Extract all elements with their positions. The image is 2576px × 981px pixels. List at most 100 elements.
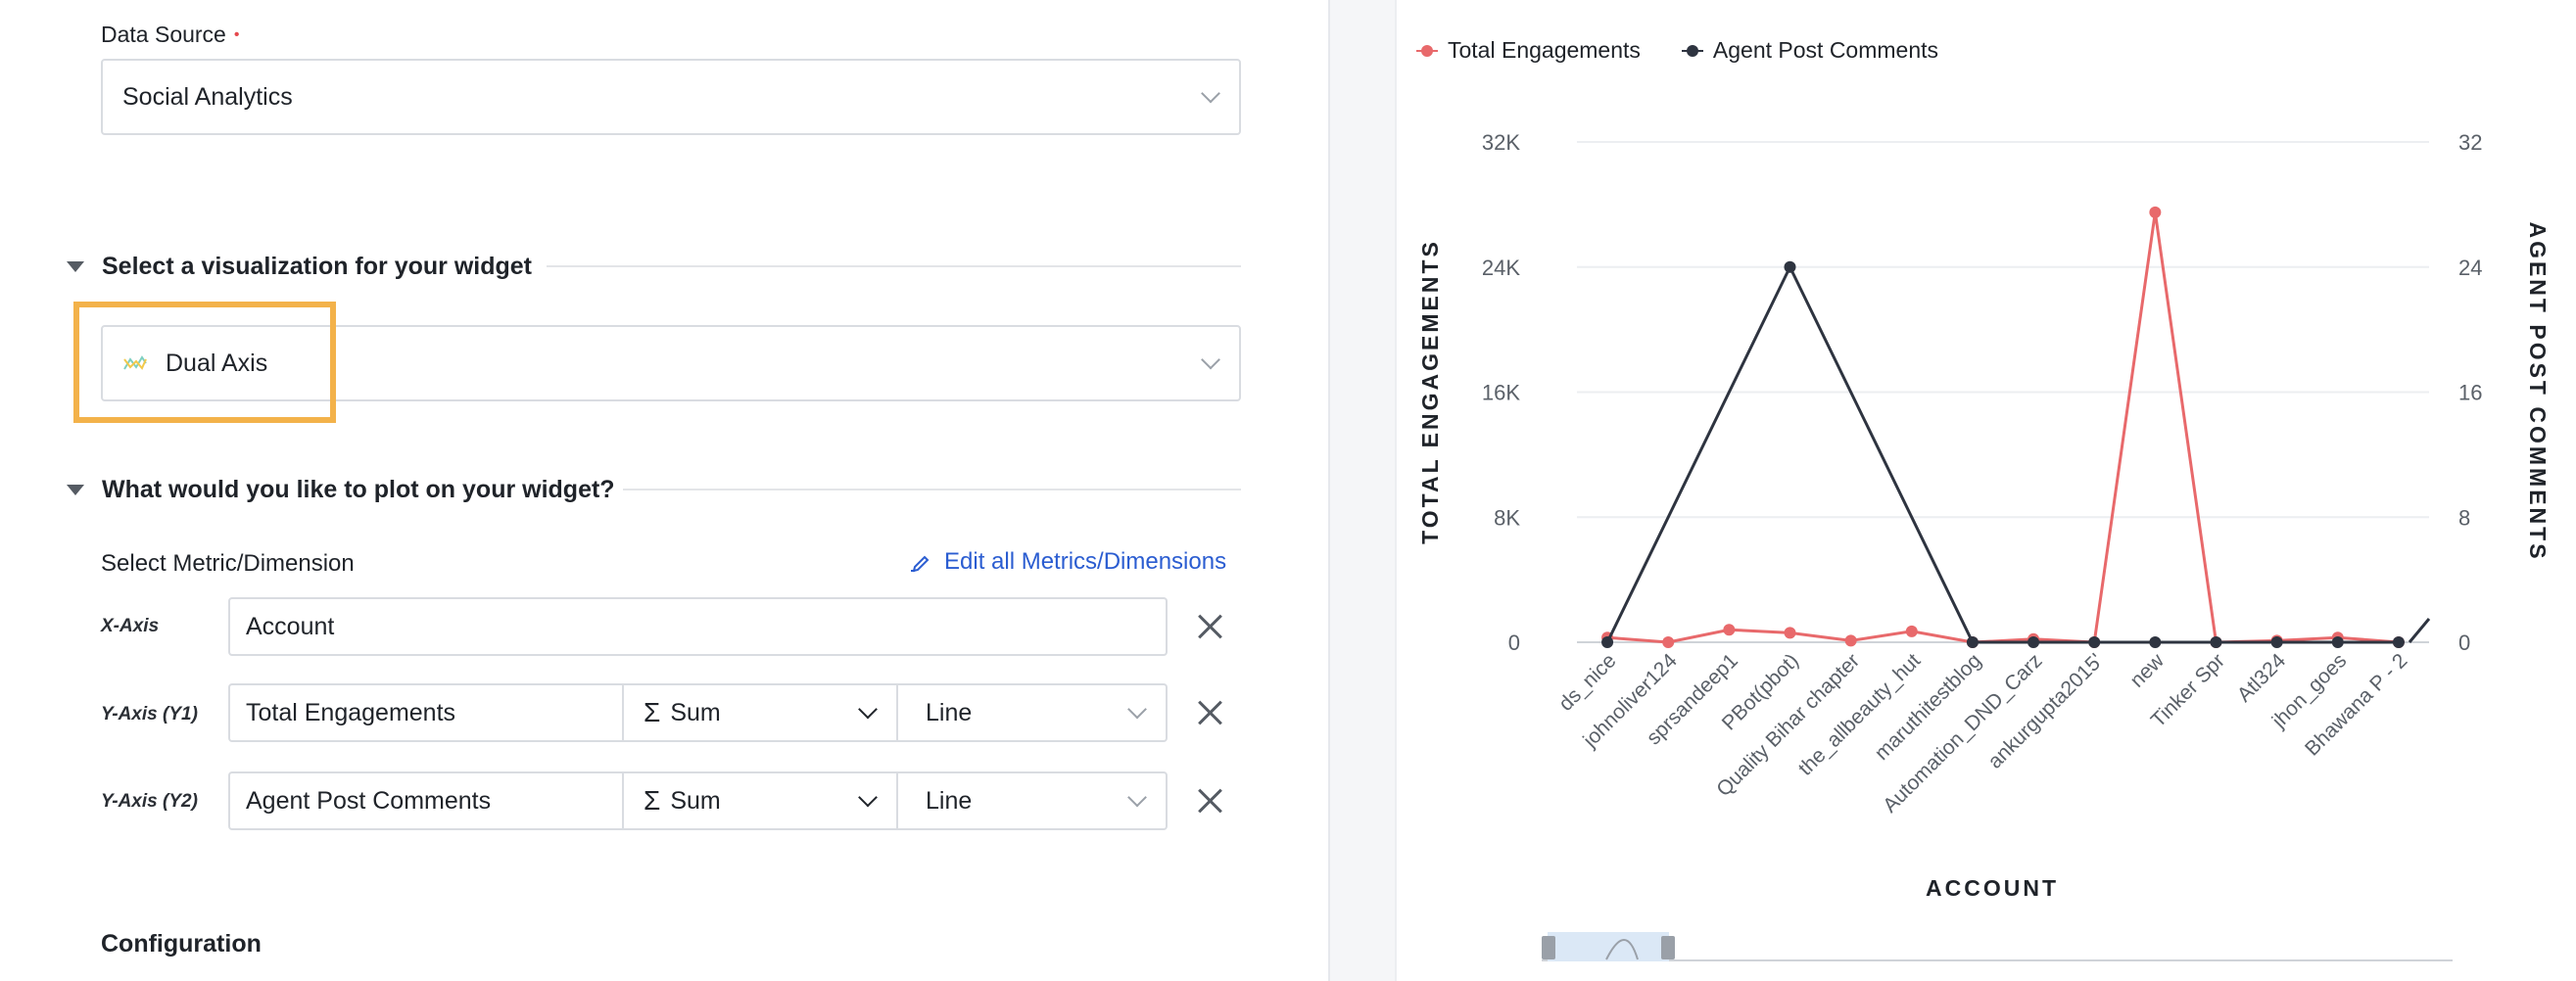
data-source-value: Social Analytics [122,82,293,111]
data-point [2270,636,2283,648]
data-point [1905,625,1918,637]
legend-item-total-engagements[interactable]: Total Engagements [1416,37,1641,64]
data-point [1662,636,1675,648]
panel-gutter [1328,0,1397,981]
left-tick-label: 8K [1494,505,1520,530]
x-tick-label: maruthitestblog [1871,649,1986,765]
right-axis-ticks: 0 8 16 24 32 [2458,130,2482,655]
chevron-down-icon [1201,83,1220,104]
remove-x-axis-icon[interactable] [1197,613,1224,640]
data-point [2149,636,2162,648]
chevron-down-icon [1127,787,1147,808]
chart-series [1601,206,2431,648]
widget-config-panel: Data Source • Social Analytics Select a v… [0,0,1328,981]
visualization-section-toggle[interactable]: Select a visualization for your widget [67,253,532,281]
y2-chart-type-select[interactable]: Line [896,773,1166,828]
data-point [1784,260,1796,273]
configuration-heading-text: Configuration [101,930,262,958]
y2-metric-value: Agent Post Comments [246,786,492,815]
left-tick-label: 32K [1482,130,1520,155]
right-tick-label: 8 [2458,505,2470,530]
sigma-icon: Σ [644,697,661,727]
dual-axis-icon [123,355,147,370]
right-tick-label: 16 [2458,381,2482,405]
right-axis-title: AGENT POST COMMENTS [2525,221,2551,561]
right-tick-label: 24 [2458,256,2482,280]
series-marker-icon [1681,44,1703,58]
collapse-triangle-icon [67,485,84,495]
required-indicator: • [233,26,240,43]
x-axis-field[interactable]: Account [228,597,1168,656]
x-axis-value: Account [246,612,335,640]
range-navigator[interactable] [1542,932,2453,961]
left-tick-label: 16K [1482,381,1520,405]
data-source-label-text: Data Source [101,22,226,47]
x-axis-title: ACCOUNT [1926,875,2059,901]
y1-axis-label: Y-Axis (Y1) [101,704,198,724]
series-line-2 [1605,263,2399,644]
data-source-select[interactable]: Social Analytics [101,59,1241,135]
data-point [1966,636,1979,648]
visualization-value: Dual Axis [166,349,268,377]
y2-aggregation-select[interactable]: Σ Sum [622,773,896,828]
x-tick-label: ankurgupta2015' [1983,649,2107,772]
series-tail [2408,618,2431,643]
data-source-label: Data Source • [101,22,239,48]
plot-section-toggle[interactable]: What would you like to plot on your widg… [67,476,615,504]
navigator-right-handle[interactable] [1661,936,1675,959]
y2-metric-field[interactable]: Agent Post Comments [230,773,622,828]
series-marker-icon [1416,44,1438,58]
collapse-triangle-icon [67,261,84,272]
remove-y2-axis-icon[interactable] [1197,787,1224,815]
data-point [2149,206,2162,218]
navigator-track [1542,959,2453,961]
data-point [2210,636,2222,648]
highlight-box [73,302,336,423]
y1-axis-row: Total Engagements Σ Sum Line [228,683,1168,742]
plot-heading: What would you like to plot on your widg… [102,476,615,503]
navigator-sparkline [1605,939,1639,960]
legend-label: Agent Post Comments [1712,37,1939,63]
metric-dimension-label: Select Metric/Dimension [101,550,355,577]
legend-label: Total Engagements [1448,37,1641,63]
edit-metrics-text: Edit all Metrics/Dimensions [944,548,1227,575]
x-axis-ticks: ds_nicejohnoliver124sprsandeep1PBot(pbot… [1554,649,2411,818]
chart-preview-panel [1395,0,2576,981]
sigma-icon: Σ [644,785,661,816]
y1-aggregation-select[interactable]: Σ Sum [622,685,896,740]
chevron-down-icon [1201,350,1220,370]
chevron-down-icon [858,699,878,720]
series-line-1 [1606,211,2400,644]
data-point [1723,624,1736,636]
legend-item-agent-post-comments[interactable]: Agent Post Comments [1681,37,1939,64]
y1-metric-value: Total Engagements [246,698,456,726]
left-tick-label: 24K [1482,256,1520,280]
data-point [2331,636,2344,648]
edit-metrics-link[interactable]: Edit all Metrics/Dimensions [909,548,1226,576]
y1-chart-type-select[interactable]: Line [896,685,1166,740]
data-point [2027,636,2040,648]
navigator-left-handle[interactable] [1542,936,1555,959]
data-point [2392,636,2405,648]
visualization-heading: Select a visualization for your widget [102,253,532,280]
y2-aggregation-value: Sum [670,786,721,815]
x-axis-label: X-Axis [101,616,160,636]
x-tick-label: Atl324 [2233,649,2291,707]
configuration-heading[interactable]: Configuration [101,930,262,958]
y1-chart-type-value: Line [926,698,973,726]
chevron-down-icon [858,787,878,808]
chart-grid [1577,141,2429,643]
y2-axis-label: Y-Axis (Y2) [101,791,198,812]
x-tick-label: new [2125,649,2169,692]
data-point [1844,634,1857,647]
visualization-select[interactable]: Dual Axis [101,325,1241,401]
y1-metric-field[interactable]: Total Engagements [230,685,622,740]
remove-y1-axis-icon[interactable] [1197,699,1224,726]
right-tick-label: 32 [2458,130,2482,155]
pencil-icon [911,555,930,573]
section-divider [623,489,1241,490]
left-tick-label: 0 [1508,631,1520,655]
y2-chart-type-value: Line [926,786,973,815]
chart-legend: Total Engagements Agent Post Comments [1416,37,1968,64]
right-tick-label: 0 [2458,631,2470,655]
